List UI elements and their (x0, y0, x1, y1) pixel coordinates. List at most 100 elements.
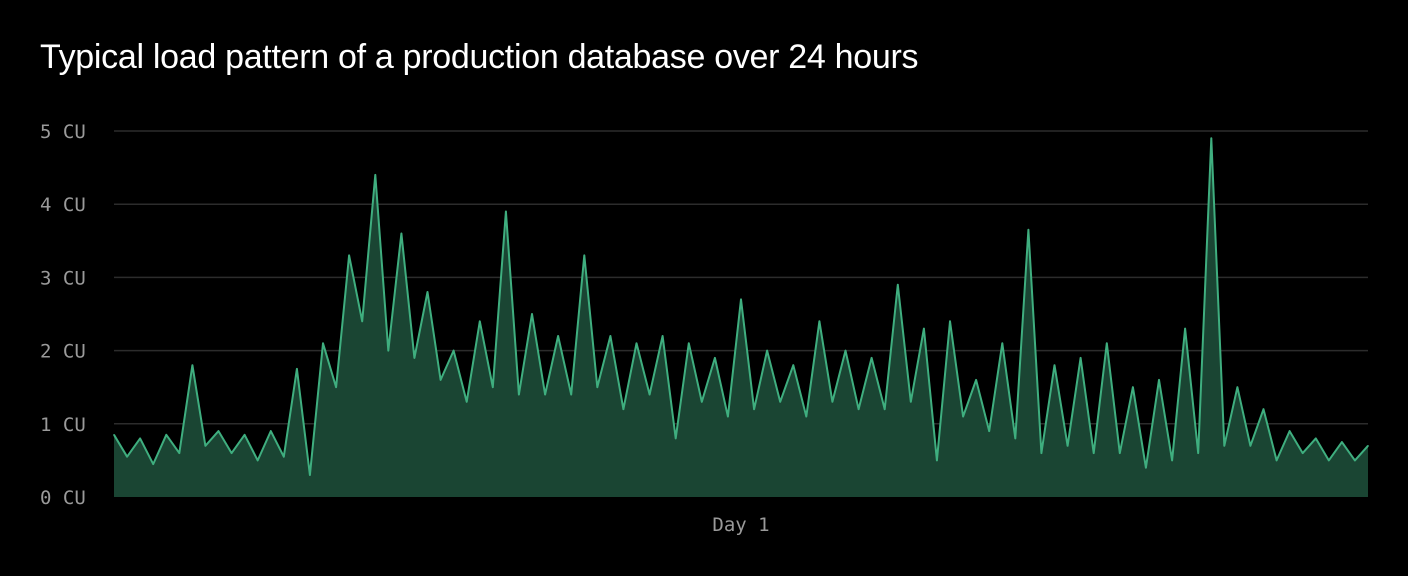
data-point (165, 434, 168, 436)
data-point (243, 434, 246, 436)
data-point (661, 335, 664, 337)
area-layer (113, 137, 1369, 498)
chart-title: Typical load pattern of a production dat… (40, 38, 919, 76)
data-point (217, 430, 220, 432)
data-point (505, 210, 507, 213)
data-point (557, 335, 559, 337)
data-point (805, 415, 808, 418)
data-point (1092, 452, 1095, 454)
data-point (988, 430, 990, 432)
data-point (270, 430, 272, 432)
data-point (426, 291, 429, 293)
data-point (322, 342, 324, 345)
data-point (910, 401, 912, 403)
data-point (883, 408, 886, 411)
data-point (1106, 342, 1108, 345)
data-point (844, 349, 847, 352)
data-point (779, 401, 781, 403)
data-point (1262, 408, 1265, 411)
data-point (1223, 445, 1226, 447)
y-tick-label: 2 CU (40, 341, 86, 363)
data-point (400, 232, 403, 235)
data-point (1119, 452, 1121, 454)
y-tick-label: 4 CU (40, 194, 86, 216)
data-point (1249, 445, 1252, 447)
data-point (609, 335, 612, 337)
x-axis-label: Day 1 (712, 514, 769, 536)
data-point (975, 379, 977, 381)
data-point (283, 455, 285, 458)
y-tick-label: 3 CU (40, 267, 86, 289)
data-point (1184, 327, 1186, 330)
data-point (1145, 466, 1147, 469)
data-point (936, 459, 938, 462)
data-point (1315, 437, 1317, 440)
data-point (1014, 437, 1017, 440)
data-point (1354, 459, 1356, 462)
data-point (479, 320, 481, 323)
area-fill (114, 138, 1368, 498)
data-point (857, 408, 860, 411)
data-point (1066, 445, 1069, 447)
data-point (531, 313, 533, 315)
data-point (962, 415, 964, 418)
data-point (518, 393, 520, 396)
data-point (1079, 357, 1082, 359)
data-point (374, 174, 377, 176)
data-point (714, 357, 716, 359)
data-point (949, 320, 951, 323)
data-point (1001, 342, 1004, 345)
data-point (792, 364, 795, 367)
y-tick-label: 1 CU (40, 414, 86, 436)
data-point (831, 401, 834, 403)
data-point (1132, 386, 1134, 389)
data-point (1040, 452, 1043, 454)
data-point (191, 364, 194, 367)
data-point (1341, 441, 1343, 443)
data-point (727, 415, 729, 418)
data-point (674, 437, 677, 440)
data-point (596, 386, 599, 389)
data-point (753, 408, 755, 411)
data-point (701, 401, 703, 403)
data-point (113, 434, 115, 436)
data-point (152, 463, 154, 465)
data-point (256, 459, 259, 462)
data-point (335, 386, 337, 389)
data-point (1171, 459, 1173, 462)
data-point (204, 445, 207, 447)
data-point (766, 349, 768, 352)
data-point (296, 368, 298, 370)
data-point (126, 455, 128, 458)
data-point (413, 357, 416, 359)
data-point (465, 401, 468, 403)
data-point (348, 254, 350, 257)
data-point (139, 437, 141, 440)
data-point (309, 474, 311, 476)
data-point (818, 320, 821, 323)
data-point (544, 393, 546, 396)
data-point (1288, 430, 1291, 432)
data-point (492, 386, 494, 389)
data-point (870, 357, 873, 359)
data-point (688, 342, 690, 345)
data-point (1301, 452, 1304, 454)
data-point (361, 320, 364, 323)
data-point (648, 393, 651, 396)
data-point (1027, 229, 1030, 231)
data-point (439, 379, 442, 381)
data-point (1236, 386, 1239, 389)
data-point (178, 452, 181, 454)
data-point (1328, 459, 1330, 462)
data-point (622, 408, 625, 411)
data-point (570, 393, 572, 396)
data-point (230, 452, 233, 454)
y-tick-label: 0 CU (40, 487, 86, 509)
y-tick-label: 5 CU (40, 121, 86, 143)
data-point (1210, 137, 1213, 140)
data-point (452, 349, 455, 352)
data-point (1275, 459, 1278, 462)
data-point (1158, 379, 1160, 381)
